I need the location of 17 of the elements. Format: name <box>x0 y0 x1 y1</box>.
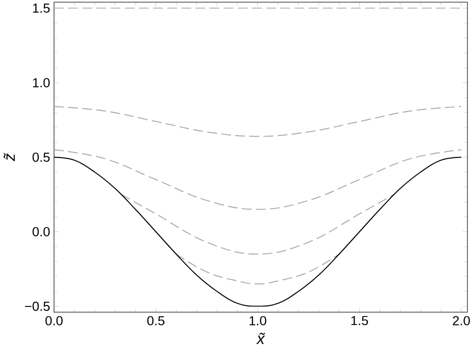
y-tick-label: 1.5 <box>33 4 50 13</box>
line-series <box>120 194 395 255</box>
x-tick-label: 1.5 <box>351 316 368 326</box>
y-tick-label: 0.5 <box>32 152 50 162</box>
line-series <box>54 106 462 138</box>
y-tick-label: 0.0 <box>32 227 50 237</box>
x-tick-label: 2.0 <box>452 316 470 326</box>
x-tick-label: 0.5 <box>147 316 164 326</box>
x-tick-label: 1.0 <box>250 316 266 326</box>
y-tick-label: 1.0 <box>33 78 50 88</box>
line-series <box>54 149 462 210</box>
line-series <box>176 254 340 285</box>
y-tick-label: −0.5 <box>25 302 50 312</box>
x-tick-label: 0.0 <box>45 316 63 326</box>
x-axis-title: x̃ <box>256 333 266 344</box>
line-series <box>54 156 462 307</box>
y-axis-title: z̃ <box>4 153 15 162</box>
